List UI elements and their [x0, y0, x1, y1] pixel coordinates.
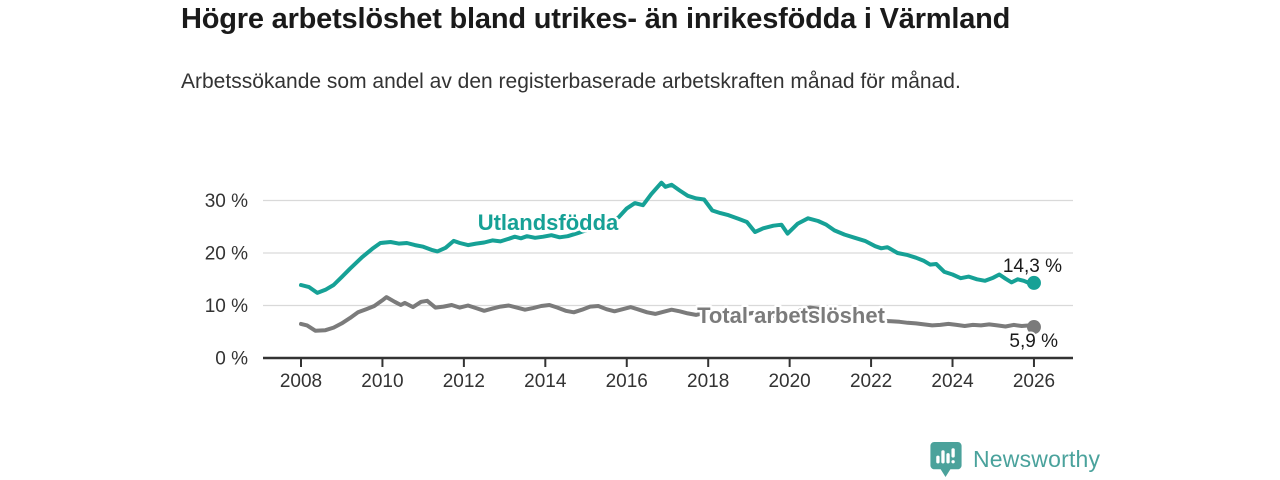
x-tick-label-2022: 2022	[850, 371, 892, 392]
y-tick-label-20: 20 %	[205, 244, 248, 265]
end-value-label-utlandsfodda: 14,3 %	[1003, 256, 1062, 277]
chart-subtitle: Arbetssökande som andel av den registerb…	[181, 70, 961, 93]
end-value-label-total: 5,9 %	[1009, 331, 1058, 352]
line-utlandsf-dda	[299, 180, 1036, 295]
series-lines	[299, 180, 1036, 333]
chart-title: Högre arbetslöshet bland utrikes- än inr…	[181, 3, 1011, 35]
x-tick-label-2024: 2024	[931, 371, 974, 392]
x-tick-label-2008: 2008	[280, 371, 322, 392]
newsworthy-logo: Newsworthy	[929, 441, 1100, 478]
x-tick-label-2014: 2014	[524, 371, 567, 392]
x-tick-label-2010: 2010	[361, 371, 403, 392]
y-axis-tick-labels: 0 % 10 % 20 % 30 %	[205, 191, 248, 370]
x-tick-label-2016: 2016	[606, 371, 648, 392]
y-tick-label-10: 10 %	[205, 296, 248, 317]
chart-gridlines	[263, 199, 1073, 307]
y-tick-label-30: 30 %	[205, 191, 248, 212]
x-tick-label-2026: 2026	[1013, 371, 1055, 392]
series-label-total-arbetsloshet: Total arbetslöshet	[697, 303, 886, 328]
x-tick-label-2020: 2020	[768, 371, 810, 392]
end-dot-total-arbetsl-shet	[1026, 320, 1041, 335]
y-tick-label-0: 0 %	[215, 349, 248, 370]
series-end-dots	[1026, 275, 1041, 335]
x-tick-label-2018: 2018	[687, 371, 729, 392]
x-tick-label-2012: 2012	[443, 371, 485, 392]
newsworthy-logo-text: Newsworthy	[973, 446, 1101, 472]
newsworthy-logo-icon	[930, 441, 962, 478]
series-label-utlandsfodda: Utlandsfödda	[478, 210, 619, 235]
end-dot-utlandsf-dda	[1026, 275, 1041, 290]
x-axis	[263, 356, 1073, 367]
x-axis-tick-labels: 2008 2010 2012 2014 2016 2018 2020 2022 2024 2026	[280, 371, 1055, 392]
line-total-arbetsl-shet	[299, 295, 1036, 333]
